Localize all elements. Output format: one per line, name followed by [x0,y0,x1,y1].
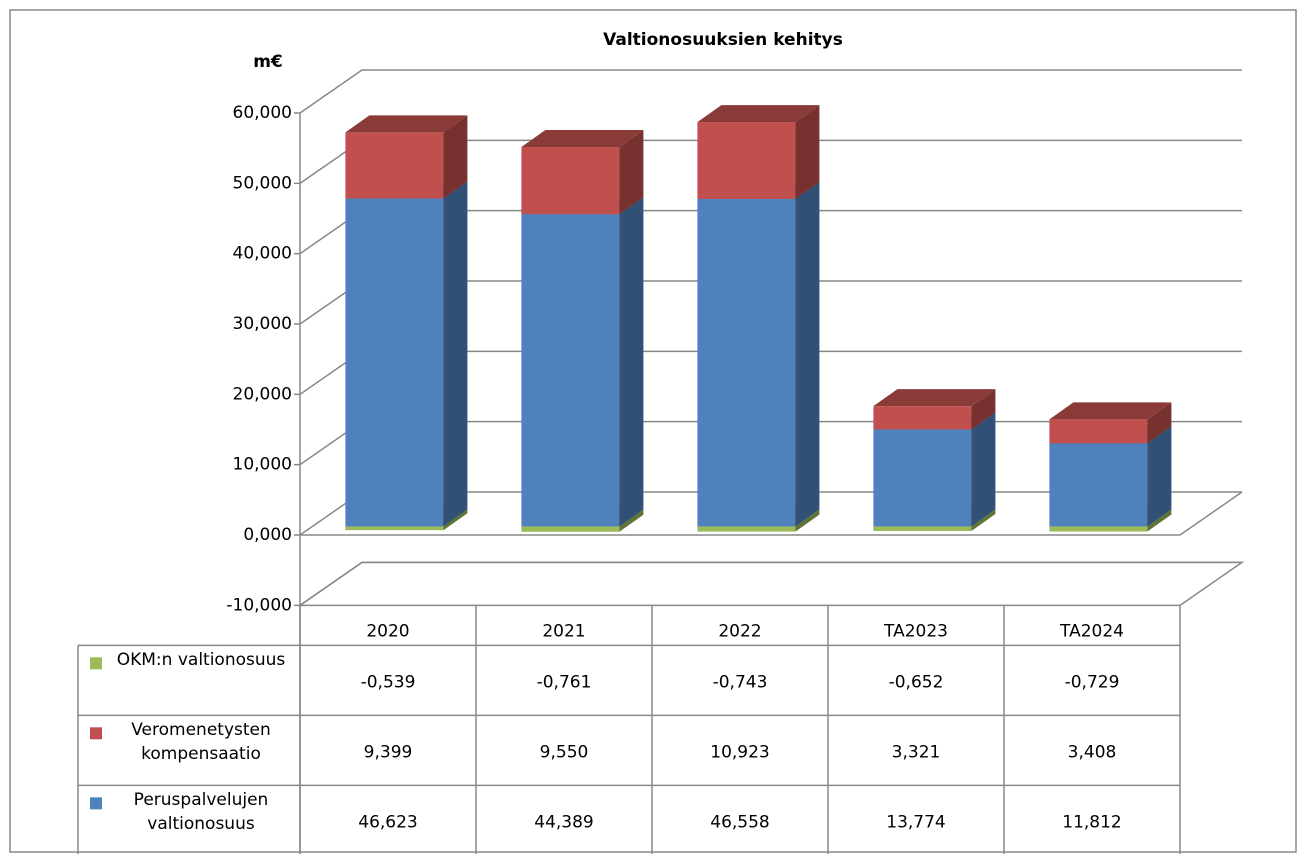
y-tick-label: 20,000 [233,384,292,404]
series-name: Veromenetysten kompensaatio [131,720,271,765]
bar-segment [697,105,820,199]
bar-front [1049,526,1148,532]
bar-front [697,526,796,532]
data-label: -0,729 [1065,672,1120,692]
bar-front [697,122,796,199]
data-label: 11,812 [1062,812,1121,832]
bar-front [345,526,444,531]
bar-side [443,509,468,531]
bar-stack [345,115,468,531]
bar-side [971,412,996,527]
bar-front [1049,419,1148,444]
bar-segment [1049,402,1172,444]
data-label: 46,558 [710,812,769,832]
y-tick-label: 0,000 [243,525,292,545]
bar-top [1049,402,1172,420]
y-tick-label: 30,000 [233,314,292,334]
bar-top [345,115,468,133]
data-label: 44,389 [534,812,593,832]
y-tick-label: 60,000 [233,103,292,123]
zero-line [300,491,1243,536]
y-tick-label: 50,000 [233,173,292,193]
category-label: TA2023 [883,621,948,641]
series-name: OKM:n valtionosuus [116,650,286,671]
bar-top [697,105,820,123]
bar-front [521,147,620,215]
bar-side [443,181,468,527]
y-tick-label: 40,000 [233,244,292,264]
legend-swatch [90,657,102,670]
bar-side [619,130,644,215]
bar-side [619,509,644,532]
bar-segment [521,197,644,527]
bar-segment [345,115,468,199]
data-label: 9,550 [540,742,589,762]
data-label: 9,399 [364,742,413,762]
bar-front [873,406,972,430]
category-label: TA2024 [1059,621,1124,641]
bar-stack [521,130,644,532]
data-label: 3,321 [892,742,941,762]
bar-segment [345,181,468,527]
data-label: 46,623 [358,812,417,832]
data-label: 13,774 [886,812,945,832]
data-label: 3,408 [1068,742,1117,762]
bar-side [795,105,820,199]
bar-stack [697,105,820,532]
bar-side [1147,426,1172,527]
bar-side [1147,509,1172,532]
data-label: -0,743 [713,672,768,692]
bar-front [697,198,796,527]
bar-side [971,389,996,430]
bar-segment [873,389,996,430]
grid-line [299,561,1242,606]
legend-swatch [90,797,102,810]
series-name: Peruspalvelujen valtionosuus [133,790,269,835]
data-label: -0,761 [537,672,592,692]
bar-top [873,389,996,407]
chart-title: Valtionosuuksien kehitys [603,30,843,50]
category-label: 2021 [542,621,585,641]
category-label: 2022 [718,621,761,641]
bar-top [521,130,644,148]
y-tick-label: -10,000 [226,595,292,615]
bar-segment [873,412,996,527]
bar-front [521,214,620,527]
legend-swatch [90,727,102,740]
floor [297,561,1245,607]
legend-entry: Peruspalvelujen valtionosuus [133,790,269,835]
bar-front [1049,443,1148,527]
data-label: -0,539 [361,672,416,692]
grid-line [299,69,1242,114]
bar-segment [697,181,820,527]
legend-entry: Veromenetysten kompensaatio [131,720,271,765]
bar-stack [873,389,996,531]
bar-side [795,509,820,532]
bar-side [795,181,820,527]
y-axis-label: m€ [253,52,283,72]
bar-stack [1049,402,1172,532]
data-table: 2020 2021 2022 TA2023 TA2024 OKM:n valtionosu… [77,605,1181,854]
bar-front [345,132,444,199]
bar-front [521,526,620,532]
bar-side [619,197,644,527]
bar-side [1147,402,1172,444]
bar-side [443,115,468,199]
data-label: 10,923 [710,742,769,762]
category-label: 2020 [366,621,409,641]
legend-entry: OKM:n valtionosuus [116,650,286,671]
y-tick-label: 10,000 [233,455,292,475]
bar-side [971,509,996,531]
bar-front [345,198,444,527]
bar-front [873,429,972,527]
data-label: -0,652 [889,672,944,692]
bar-front [873,526,972,531]
bar-segment [521,130,644,215]
